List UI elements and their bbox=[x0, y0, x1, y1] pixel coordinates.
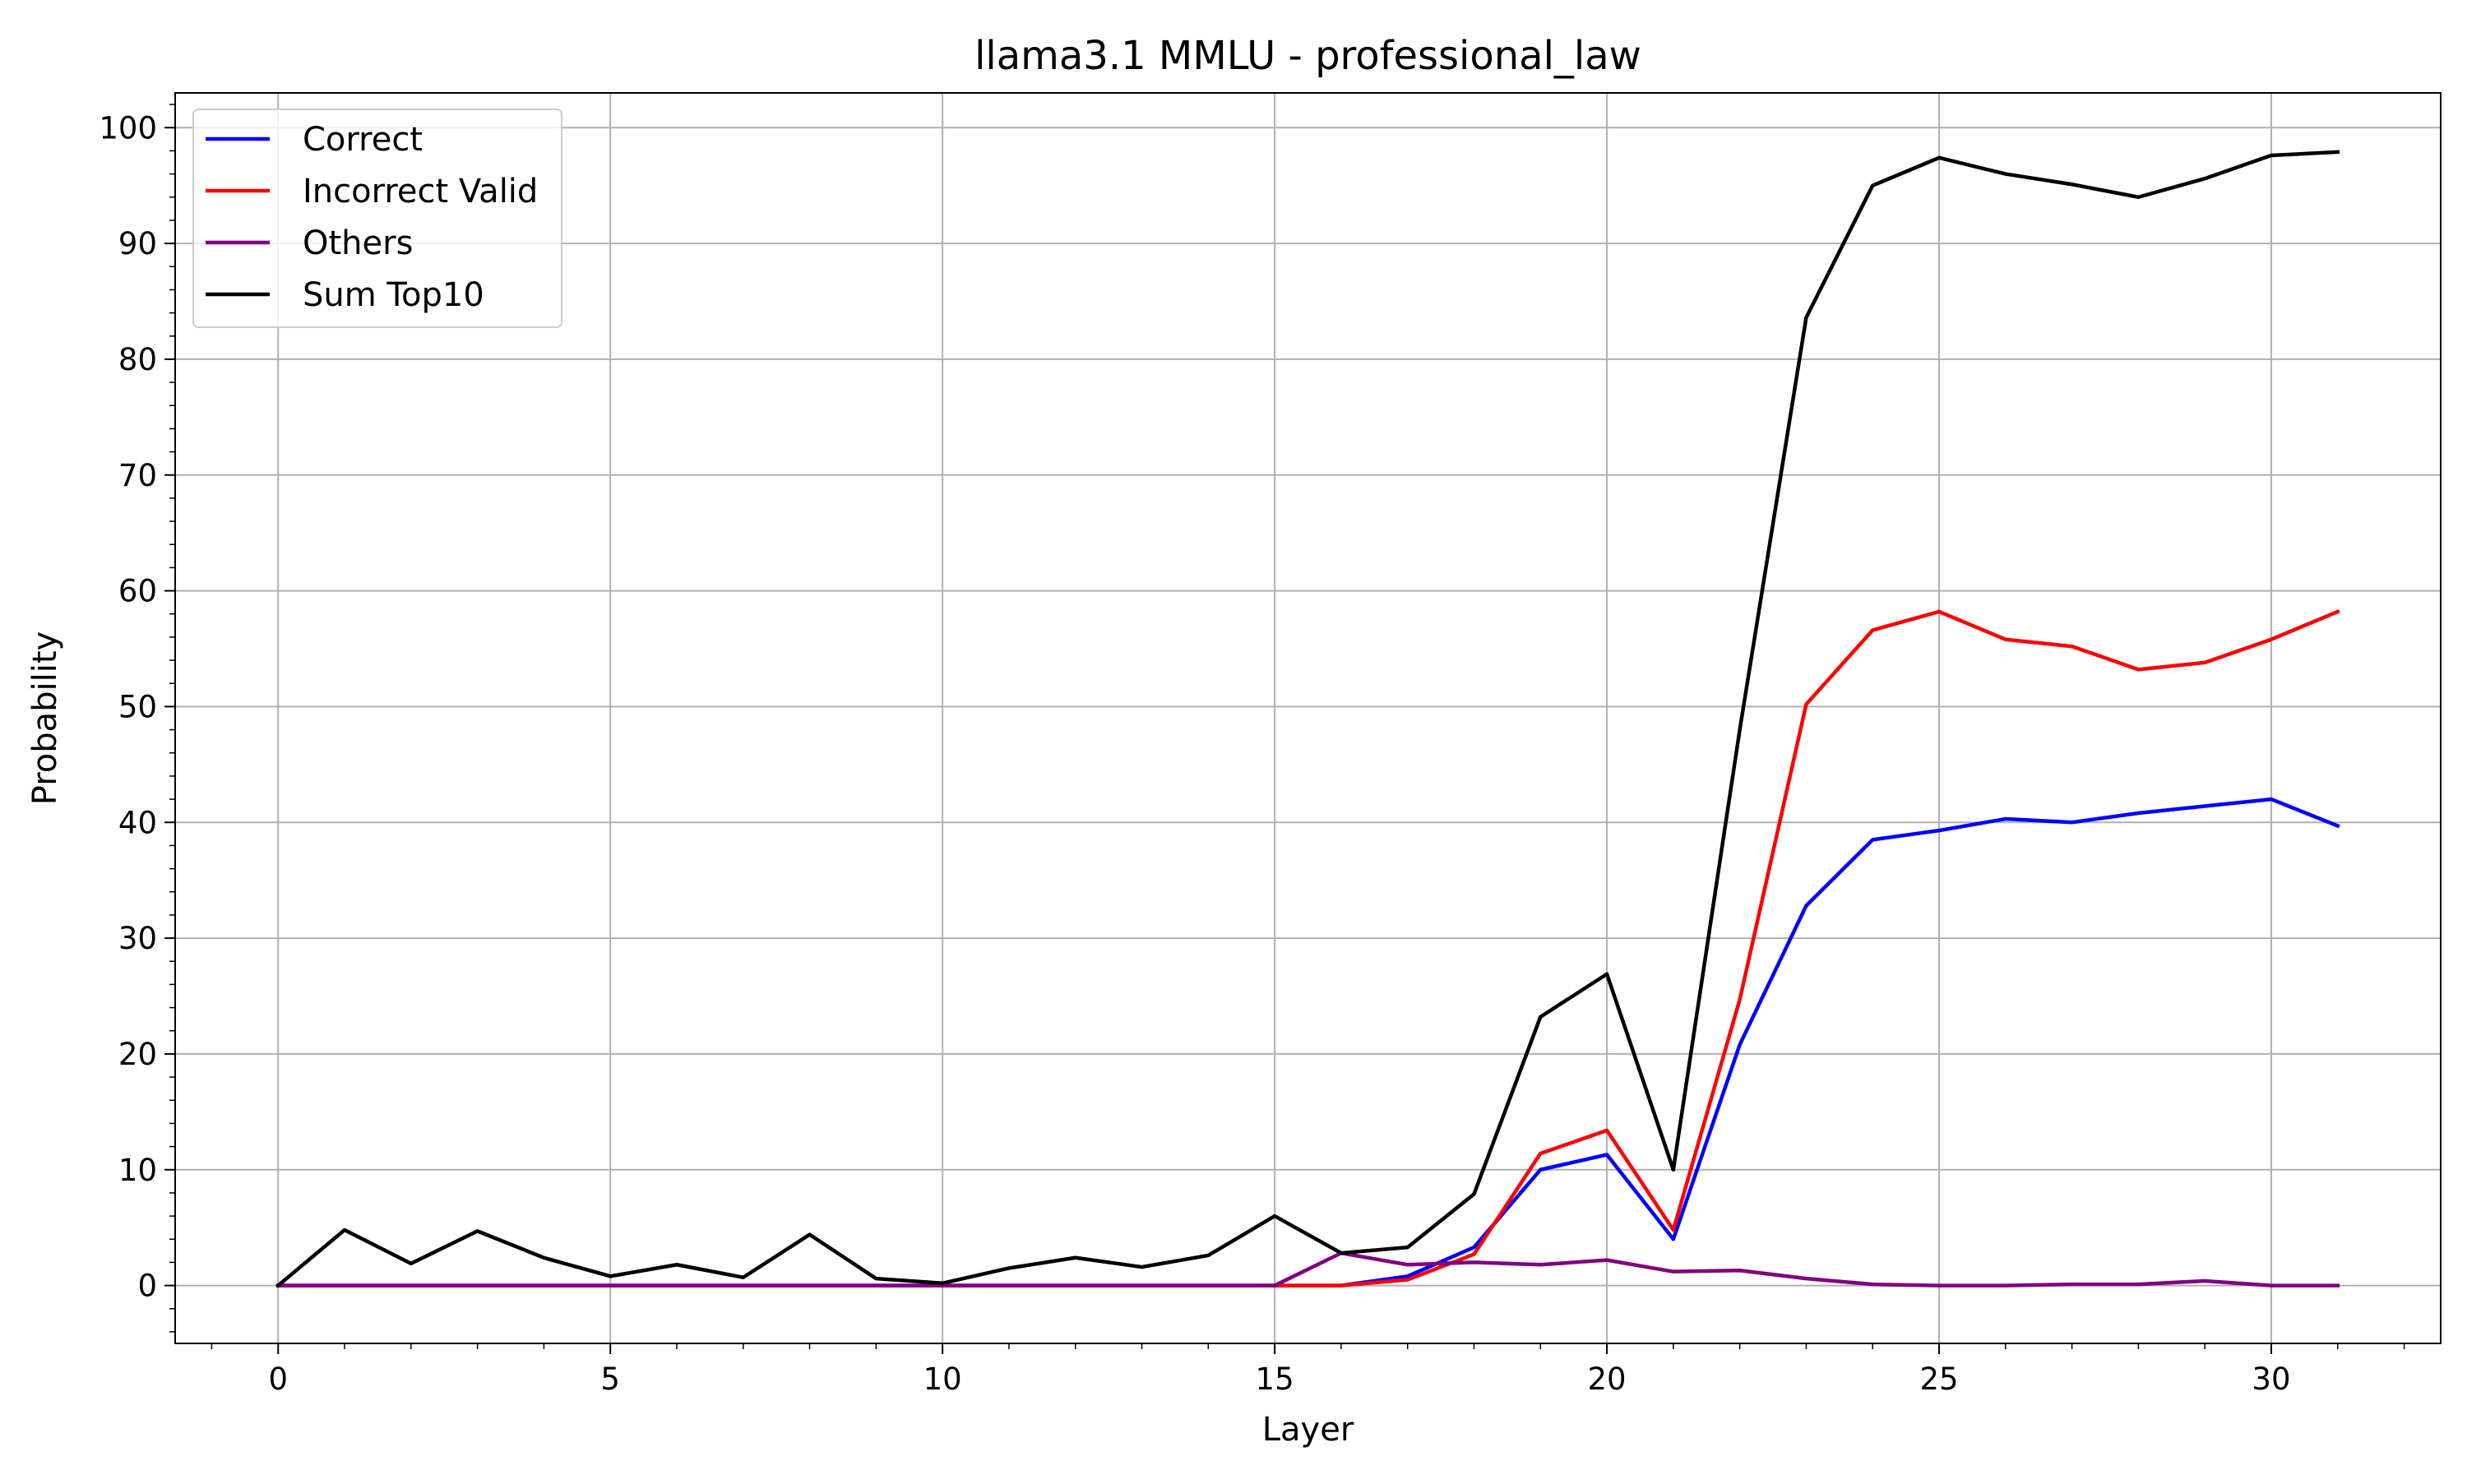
y-tick-label: 70 bbox=[118, 458, 157, 493]
x-tick-label: 25 bbox=[1919, 1361, 1958, 1397]
x-axis-label: Layer bbox=[1262, 1411, 1354, 1449]
series-line-sum-top10 bbox=[275, 150, 2340, 1288]
y-tick-label: 90 bbox=[118, 226, 157, 261]
y-tick-label: 40 bbox=[118, 805, 157, 840]
plot-frame bbox=[174, 92, 2442, 1344]
series-lines bbox=[275, 150, 2340, 1288]
y-tick-label: 80 bbox=[118, 342, 157, 377]
x-tick-label: 20 bbox=[1588, 1361, 1627, 1397]
legend-label-incorrect-valid: Incorrect Valid bbox=[303, 173, 538, 210]
legend-box bbox=[192, 109, 562, 328]
x-tick-label: 5 bbox=[600, 1361, 620, 1397]
legend-label-correct: Correct bbox=[303, 121, 423, 159]
axis-ticks: 0 5 10 15 20 25 30 0 10 20 30 40 50 60 70 80 90 100 bbox=[99, 104, 2405, 1397]
y-tick-label: 50 bbox=[118, 689, 157, 724]
legend-label-others: Others bbox=[303, 224, 413, 262]
x-tick-label: 30 bbox=[2252, 1361, 2290, 1397]
x-tick-label: 10 bbox=[923, 1361, 962, 1397]
y-tick-label: 100 bbox=[99, 110, 157, 146]
y-tick-label: 10 bbox=[118, 1153, 157, 1188]
y-tick-label: 60 bbox=[118, 574, 157, 609]
y-tick-label: 0 bbox=[137, 1269, 157, 1304]
y-tick-label: 20 bbox=[118, 1037, 157, 1072]
legend-label-sum-top10: Sum Top10 bbox=[303, 276, 484, 314]
x-tick-label: 0 bbox=[268, 1361, 288, 1397]
legend: Correct Incorrect Valid Others Sum Top10 bbox=[192, 109, 562, 328]
x-tick-label: 15 bbox=[1256, 1361, 1294, 1397]
y-tick-label: 30 bbox=[118, 921, 157, 956]
y-axis-label: Probability bbox=[26, 631, 64, 805]
chart-title: llama3.1 MMLU - professional_law bbox=[974, 33, 1641, 79]
series-line-others bbox=[275, 1251, 2340, 1288]
